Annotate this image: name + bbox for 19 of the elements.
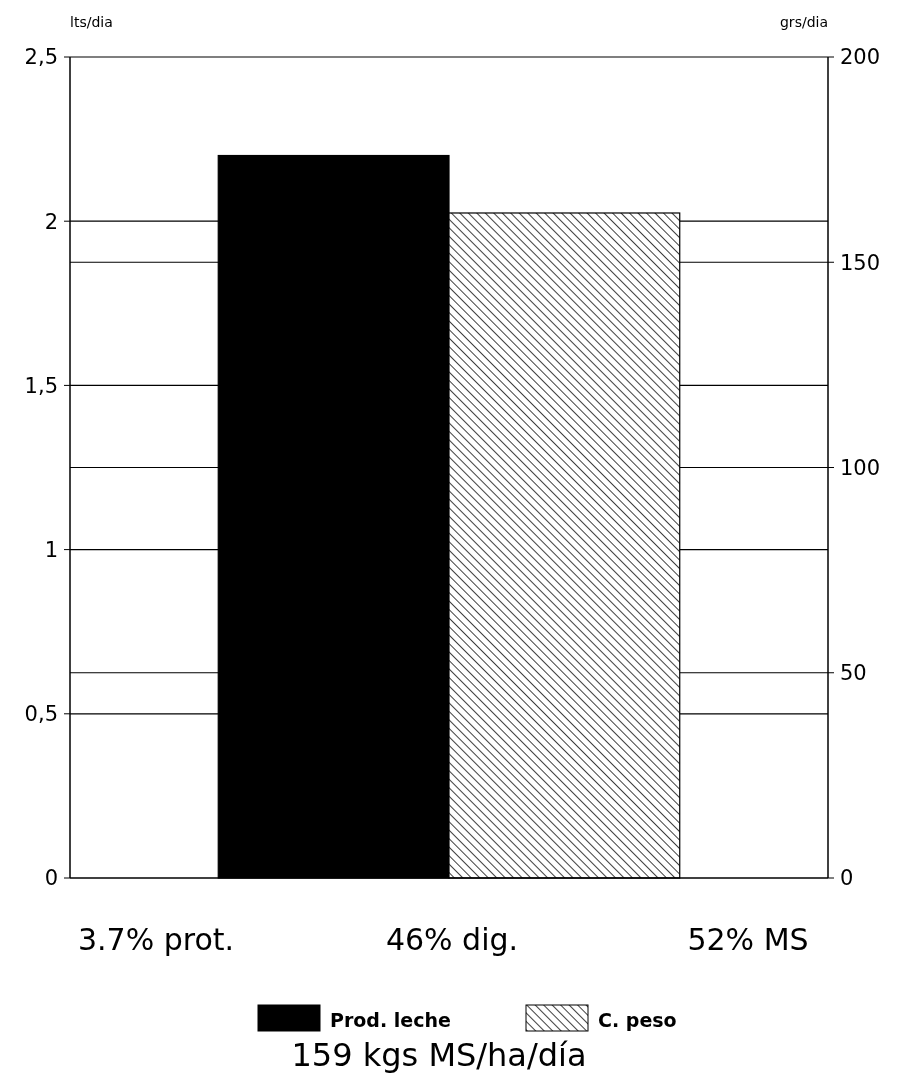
text: 159 kgs MS/ha/día <box>291 1036 587 1074</box>
y2-tick-label: 200 <box>840 45 881 70</box>
y-tick-label: 2 <box>44 209 58 234</box>
text: 46% dig. <box>385 922 519 957</box>
legend-label: Prod. leche <box>330 1009 451 1031</box>
y-tick-label: 2,5 <box>24 45 58 70</box>
y-tick-label: 1 <box>44 537 58 562</box>
y2-axis-title: grs/dia <box>779 14 828 30</box>
y2-tick-label: 150 <box>840 250 881 275</box>
text: 3.7% prot. <box>77 922 235 957</box>
y-tick-label: 0 <box>44 866 58 891</box>
legend-label: C. peso <box>598 1009 677 1031</box>
y-tick-label: 0,5 <box>24 702 58 727</box>
y2-tick-label: 0 <box>840 866 854 891</box>
y-tick-label: 1,5 <box>24 373 58 398</box>
text: 52% MS <box>687 922 809 957</box>
y2-tick-label: 50 <box>840 661 867 686</box>
y-axis-title: lts/dia <box>70 14 113 30</box>
y2-tick-label: 100 <box>840 455 881 480</box>
